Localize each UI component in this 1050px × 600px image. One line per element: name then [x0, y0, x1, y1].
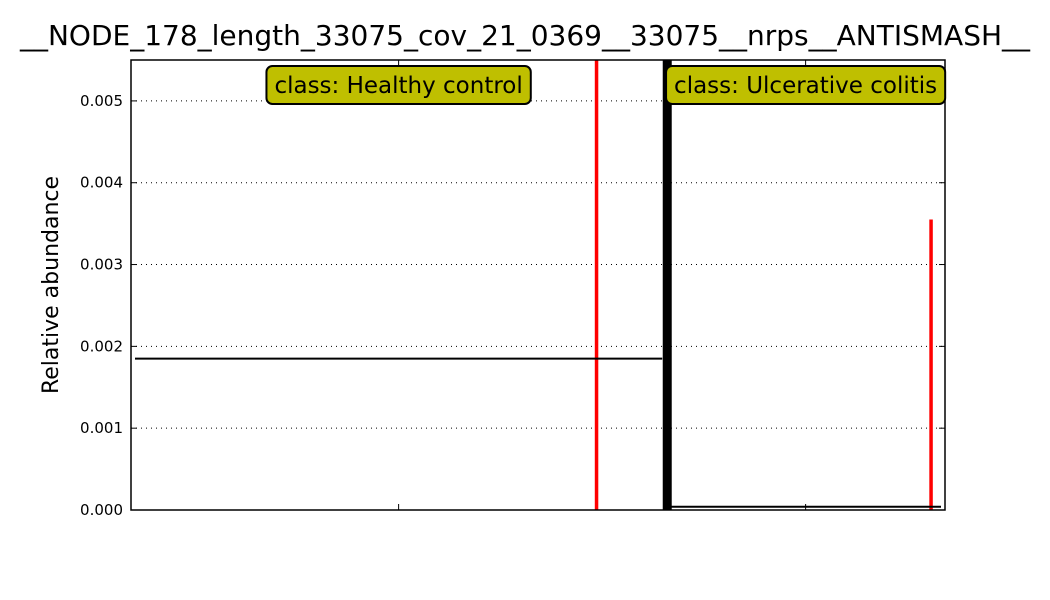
class-label-text: class: Ulcerative colitis — [674, 73, 937, 99]
class-label-box: class: Ulcerative colitis — [665, 65, 947, 105]
class-label-background — [265, 65, 532, 105]
class-label-background — [665, 65, 947, 105]
class-labels: class: Healthy control class: Ulcerative … — [265, 65, 947, 105]
grid-lines — [131, 100, 945, 429]
axis-ticks: 0.000 0.001 0.002 0.003 0.004 0.005 — [80, 60, 945, 519]
axes-frame — [130, 59, 946, 511]
bars-layer — [594, 60, 933, 510]
class-label-text: class: Healthy control — [274, 73, 522, 99]
y-tick-label: 0.005 — [80, 92, 123, 110]
class-label-box: class: Healthy control — [265, 65, 532, 105]
y-tick-label: 0.003 — [80, 256, 123, 274]
y-axis-label: Relative abundance — [39, 176, 64, 394]
y-tick-label: 0.000 — [80, 501, 123, 519]
y-tick-label: 0.004 — [80, 174, 123, 192]
mean-lines — [135, 357, 941, 508]
y-tick-label: 0.002 — [80, 337, 123, 355]
chart-title: __NODE_178_length_33075_cov_21_0369__330… — [19, 19, 1031, 52]
y-tick-label: 0.001 — [80, 419, 123, 437]
